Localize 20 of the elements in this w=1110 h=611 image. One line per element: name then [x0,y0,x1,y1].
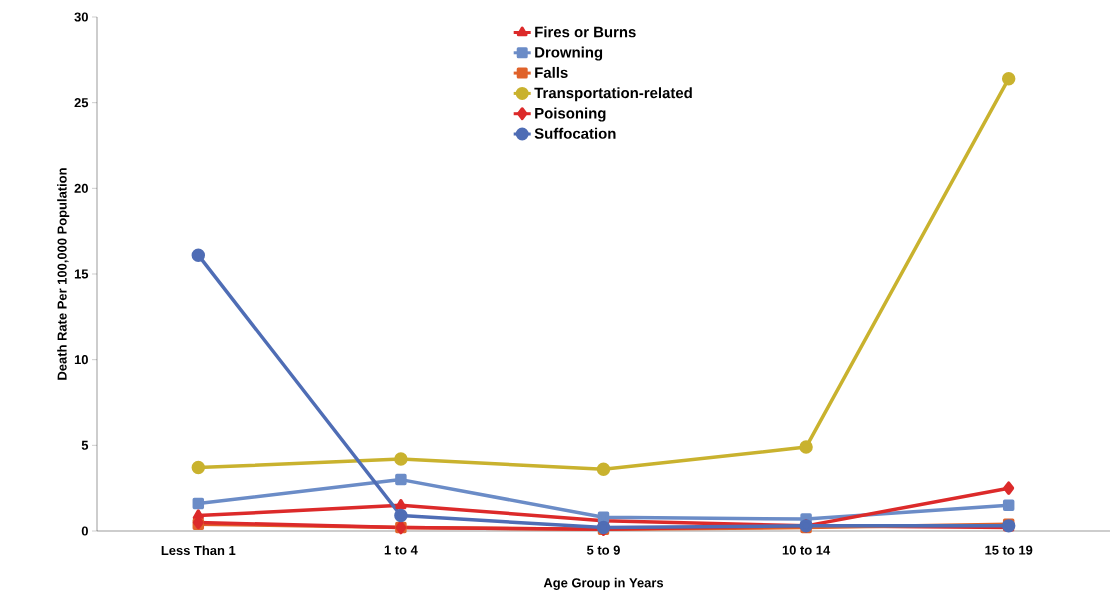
y-tick-label: 0 [81,526,88,536]
y-tick-label: 5 [81,440,89,450]
legend-label: Suffocation [534,127,616,139]
y-tick-label: 20 [74,183,88,193]
x-tick-label: 15 to 19 [985,545,1033,555]
legend-label: Fires or Burns [535,26,636,38]
y-tick-label: 10 [74,355,88,365]
legend-label: Falls [535,66,568,78]
y-tick-label: 30 [74,12,88,22]
legend-label: Transportation-related [534,87,692,102]
x-tick-label: Less Than 1 [161,545,236,556]
x-tick-label: 5 to 9 [586,545,620,555]
legend-label: Drowning [535,46,603,61]
x-axis-title: Age Group in Years [543,577,664,591]
x-tick-label: 10 to 14 [782,545,831,555]
y-tick-label: 25 [74,98,89,108]
y-tick-label: 15 [74,269,89,279]
y-axis-title: Death Rate Per 100,000 Population [57,168,70,380]
legend-label: Poisoning [535,107,606,122]
x-tick-label: 1 to 4 [384,545,418,555]
